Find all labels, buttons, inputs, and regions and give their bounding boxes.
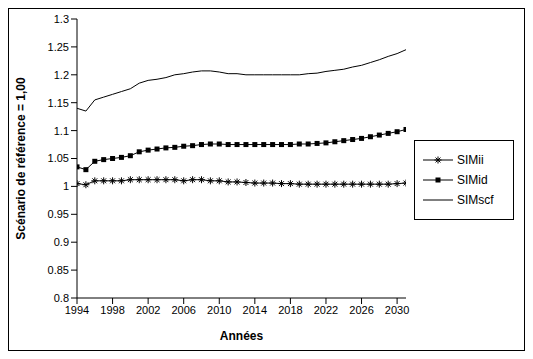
svg-text:1.1: 1.1 [54, 125, 69, 137]
svg-text:1998: 1998 [100, 304, 124, 316]
svg-text:Années: Années [220, 329, 264, 343]
svg-text:2026: 2026 [349, 304, 373, 316]
svg-text:1.15: 1.15 [48, 97, 69, 109]
svg-text:2030: 2030 [385, 304, 409, 316]
svg-text:Scénario de référence = 1,00: Scénario de référence = 1,00 [14, 77, 28, 240]
svg-text:1.05: 1.05 [48, 152, 69, 164]
svg-text:2018: 2018 [278, 304, 302, 316]
svg-text:0.85: 0.85 [48, 264, 69, 276]
svg-text:0.9: 0.9 [54, 236, 69, 248]
html-text:SIMscf: SIMscf [457, 192, 494, 207]
svg-text:2014: 2014 [243, 304, 267, 316]
svg-text:2002: 2002 [136, 304, 160, 316]
svg-text:1.2: 1.2 [54, 69, 69, 81]
html-text:SIMid: SIMid [457, 172, 488, 187]
svg-text:1.3: 1.3 [54, 13, 69, 25]
svg-text:0.95: 0.95 [48, 208, 69, 220]
html-text:SIMii: SIMii [457, 152, 484, 167]
svg-text:0.8: 0.8 [54, 292, 69, 304]
svg-text:2022: 2022 [314, 304, 338, 316]
svg-text:2010: 2010 [207, 304, 231, 316]
svg-text:1: 1 [63, 180, 69, 192]
svg-text:1.25: 1.25 [48, 41, 69, 53]
svg-text:1994: 1994 [65, 304, 89, 316]
svg-text:2006: 2006 [171, 304, 195, 316]
